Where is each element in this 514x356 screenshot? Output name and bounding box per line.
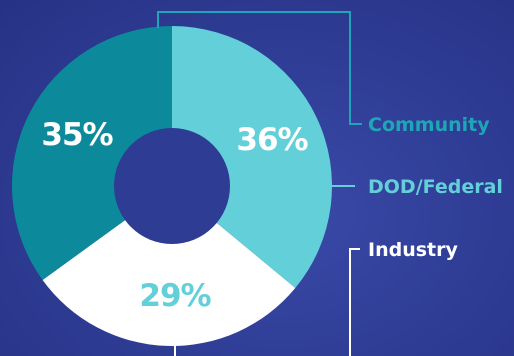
leader-line-community [157, 11, 362, 125]
legend-label-dod-federal: DOD/Federal [368, 176, 503, 198]
slice-dod-federal [172, 26, 332, 288]
slice-label-industry: 29% [139, 278, 211, 314]
legend-label-industry: Industry [368, 239, 458, 261]
leader-line-industry [349, 248, 360, 356]
slice-label-community: 35% [41, 117, 113, 153]
legend-label-community: Community [368, 114, 490, 136]
donut-hole [114, 128, 230, 244]
slice-industry [42, 186, 296, 346]
slice-label-dod-federal: 36% [236, 122, 308, 158]
slice-community [11, 26, 172, 281]
